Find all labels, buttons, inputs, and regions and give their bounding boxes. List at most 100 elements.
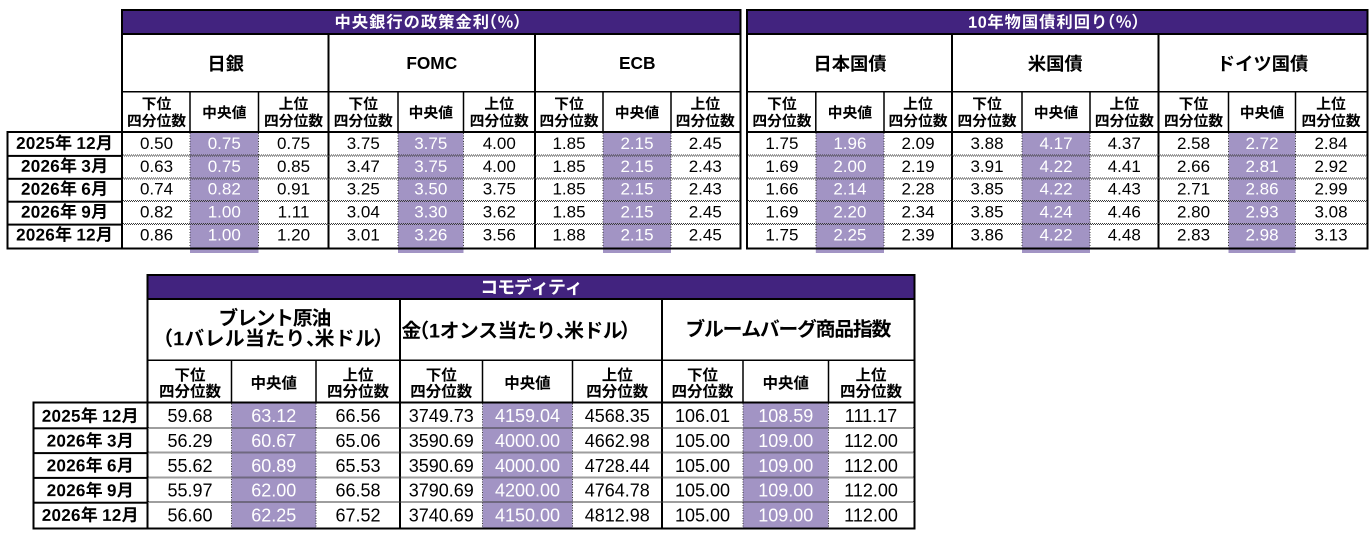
svg-text:1.85: 1.85 [552,157,585,176]
svg-text:56.29: 56.29 [167,431,212,451]
svg-text:1.75: 1.75 [765,134,798,153]
svg-text:2.15: 2.15 [620,226,653,245]
svg-text:ECB: ECB [619,53,656,73]
svg-text:3.85: 3.85 [970,203,1003,222]
svg-text:4.24: 4.24 [1039,203,1072,222]
svg-text:2.14: 2.14 [833,180,866,199]
svg-text:108.59: 108.59 [758,406,813,426]
svg-text:105.00: 105.00 [675,505,730,525]
svg-text:4.22: 4.22 [1039,180,1072,199]
svg-text:4159.04: 4159.04 [495,406,560,426]
svg-text:112.00: 112.00 [844,481,898,501]
svg-text:2.20: 2.20 [833,203,866,222]
svg-text:2.09: 2.09 [901,134,934,153]
svg-text:0.82: 0.82 [208,180,241,199]
svg-text:1.00: 1.00 [208,226,241,245]
svg-text:60.67: 60.67 [251,431,296,451]
svg-text:4.17: 4.17 [1039,134,1072,153]
svg-text:3.30: 3.30 [414,203,447,222]
svg-text:0.75: 0.75 [208,157,241,176]
svg-text:3590.69: 3590.69 [409,456,474,476]
svg-text:0.50: 0.50 [140,134,173,153]
svg-text:0.75: 0.75 [208,134,241,153]
svg-text:2.83: 2.83 [1177,226,1210,245]
svg-text:2.98: 2.98 [1245,226,1278,245]
svg-text:4.00: 4.00 [483,157,516,176]
svg-text:2.28: 2.28 [901,180,934,199]
svg-text:4000.00: 4000.00 [495,431,560,451]
svg-text:3.08: 3.08 [1314,203,1347,222]
svg-text:0.91: 0.91 [277,180,310,199]
svg-text:4662.98: 4662.98 [585,431,650,451]
svg-text:4.48: 4.48 [1108,226,1141,245]
svg-text:3790.69: 3790.69 [409,481,474,501]
svg-text:1.85: 1.85 [552,180,585,199]
svg-text:3.88: 3.88 [970,134,1003,153]
svg-text:62.00: 62.00 [251,481,296,501]
svg-text:0.85: 0.85 [277,157,310,176]
svg-text:2.58: 2.58 [1177,134,1210,153]
svg-text:0.86: 0.86 [140,226,173,245]
svg-text:1.00: 1.00 [208,203,241,222]
svg-text:2.39: 2.39 [901,226,934,245]
svg-text:1.69: 1.69 [765,203,798,222]
svg-text:1.69: 1.69 [765,157,798,176]
svg-text:1.85: 1.85 [552,203,585,222]
svg-text:4.46: 4.46 [1108,203,1141,222]
svg-text:60.89: 60.89 [251,456,296,476]
svg-text:2.43: 2.43 [689,157,722,176]
svg-text:3.85: 3.85 [970,180,1003,199]
svg-text:3.26: 3.26 [414,226,447,245]
svg-text:112.00: 112.00 [844,505,898,525]
svg-text:0.63: 0.63 [140,157,173,176]
svg-text:2.15: 2.15 [620,180,653,199]
svg-text:1.85: 1.85 [552,134,585,153]
svg-text:3740.69: 3740.69 [409,505,474,525]
svg-text:1.20: 1.20 [277,226,310,245]
svg-text:106.01: 106.01 [675,406,730,426]
svg-text:109.00: 109.00 [758,431,813,451]
svg-text:112.00: 112.00 [844,431,898,451]
svg-text:111.17: 111.17 [845,406,897,426]
svg-text:3.56: 3.56 [483,226,516,245]
svg-text:3.13: 3.13 [1314,226,1347,245]
svg-text:105.00: 105.00 [675,481,730,501]
svg-text:4.00: 4.00 [483,134,516,153]
svg-text:63.12: 63.12 [251,406,296,426]
svg-text:55.62: 55.62 [167,456,212,476]
svg-text:3.04: 3.04 [347,203,380,222]
svg-text:2.15: 2.15 [620,157,653,176]
svg-text:55.97: 55.97 [167,481,212,501]
svg-text:0.74: 0.74 [140,180,173,199]
svg-text:3.86: 3.86 [970,226,1003,245]
svg-text:1.11: 1.11 [278,203,310,222]
svg-text:1.88: 1.88 [552,226,585,245]
svg-text:109.00: 109.00 [758,481,813,501]
svg-text:3.01: 3.01 [347,226,380,245]
svg-text:66.58: 66.58 [335,481,380,501]
svg-text:105.00: 105.00 [675,456,730,476]
svg-text:2.45: 2.45 [689,134,722,153]
svg-text:4568.35: 4568.35 [585,406,650,426]
svg-text:2.99: 2.99 [1314,180,1347,199]
svg-text:2.19: 2.19 [901,157,934,176]
svg-text:4.37: 4.37 [1108,134,1141,153]
svg-text:62.25: 62.25 [251,505,296,525]
svg-text:3590.69: 3590.69 [409,431,474,451]
svg-text:2.45: 2.45 [689,203,722,222]
svg-text:2.34: 2.34 [901,203,934,222]
svg-text:3.91: 3.91 [970,157,1003,176]
svg-text:4764.78: 4764.78 [585,481,650,501]
svg-text:3749.73: 3749.73 [409,406,474,426]
svg-text:3.75: 3.75 [483,180,516,199]
svg-text:109.00: 109.00 [758,456,813,476]
svg-text:2.43: 2.43 [689,180,722,199]
svg-text:65.53: 65.53 [335,456,380,476]
svg-text:4.43: 4.43 [1108,180,1141,199]
svg-text:2.66: 2.66 [1177,157,1210,176]
svg-text:4150.00: 4150.00 [495,505,560,525]
svg-text:4.22: 4.22 [1039,157,1072,176]
svg-text:2.45: 2.45 [689,226,722,245]
svg-text:2.84: 2.84 [1314,134,1347,153]
svg-text:4200.00: 4200.00 [495,481,560,501]
